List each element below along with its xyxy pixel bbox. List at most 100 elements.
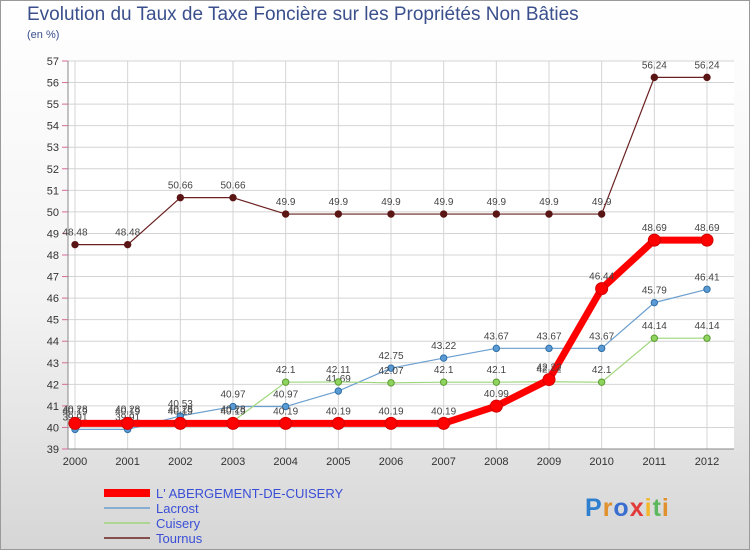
- data-label-abergement: 46.44: [589, 272, 614, 283]
- data-label-tournus: 49.9: [381, 197, 401, 208]
- x-tick-label: 2007: [431, 456, 455, 468]
- data-point-lacrost: [597, 344, 606, 353]
- data-label-lacrost: 40.53: [168, 399, 193, 410]
- data-point-tournus: [545, 210, 553, 218]
- data-label-cuisery: 42.11: [326, 365, 351, 376]
- logo-letter: x: [629, 494, 645, 522]
- data-point-abergement: [595, 282, 609, 296]
- data-label-cuisery: 40.28: [115, 404, 140, 415]
- logo-letter: o: [613, 494, 630, 522]
- data-label-abergement: 48.69: [694, 223, 719, 234]
- data-label-lacrost: 46.41: [694, 272, 719, 283]
- y-tick-label: 44: [47, 336, 59, 348]
- data-label-lacrost: 40.97: [273, 390, 298, 401]
- logo-letter: r: [602, 494, 614, 522]
- legend-label-tournus: Tournus: [156, 531, 203, 546]
- legend-item-cuisery: Cuisery: [104, 516, 201, 531]
- y-tick-label: 39: [47, 444, 59, 456]
- legend-item-tournus: Tournus: [104, 531, 203, 546]
- y-tick-label: 46: [47, 293, 59, 305]
- data-point-lacrost: [334, 387, 343, 395]
- x-tick-label: 2010: [589, 456, 613, 468]
- data-label-cuisery: 44.14: [694, 321, 719, 332]
- y-tick-label: 51: [47, 185, 59, 197]
- x-tick-label: 2000: [63, 456, 87, 468]
- data-label-abergement: 40.19: [220, 406, 245, 417]
- data-label-lacrost: 43.22: [431, 341, 456, 352]
- data-label-cuisery: 42.1: [592, 365, 612, 376]
- data-point-lacrost: [703, 285, 711, 293]
- data-point-cuisery: [703, 334, 711, 342]
- data-label-abergement: 40.19: [273, 406, 298, 417]
- y-tick-label: 54: [47, 121, 59, 133]
- data-point-tournus: [650, 73, 659, 82]
- data-point-abergement: [647, 233, 661, 247]
- series-lacrost: 39.9139.9140.5340.9740.9741.6942.7543.22…: [62, 272, 720, 434]
- x-tick-label: 2004: [273, 456, 297, 468]
- y-tick-label: 56: [47, 78, 59, 90]
- logo-letter: t: [652, 494, 662, 522]
- x-tick-label: 2001: [115, 456, 139, 468]
- data-point-tournus: [281, 210, 290, 218]
- y-tick-label: 47: [47, 272, 59, 284]
- legend-label-cuisery: Cuisery: [156, 516, 201, 531]
- data-label-lacrost: 43.67: [589, 331, 614, 342]
- data-label-lacrost: 40.97: [220, 390, 245, 401]
- x-tick-label: 2003: [221, 456, 245, 468]
- data-label-abergement: 40.19: [168, 406, 193, 417]
- data-label-abergement: 40.19: [62, 406, 87, 417]
- data-label-tournus: 49.9: [329, 197, 349, 208]
- x-tick-label: 2006: [379, 456, 403, 468]
- legend-item-lacrost: Lacrost: [104, 501, 199, 516]
- chart-title: Evolution du Taux de Taxe Foncière sur l…: [27, 4, 579, 25]
- data-label-abergement: 40.19: [326, 406, 351, 417]
- data-label-tournus: 48.48: [62, 228, 87, 239]
- data-point-abergement: [542, 373, 556, 387]
- data-point-cuisery: [650, 334, 659, 342]
- data-label-tournus: 49.9: [539, 197, 559, 208]
- y-tick-label: 43: [47, 358, 59, 370]
- data-point-abergement: [121, 416, 135, 430]
- y-tick-label: 50: [47, 207, 59, 219]
- data-point-lacrost: [229, 402, 237, 411]
- y-tick-label: 48: [47, 250, 59, 262]
- data-point-cuisery: [439, 378, 448, 386]
- data-label-cuisery: 40.28: [168, 404, 193, 415]
- y-tick-label: 40: [47, 422, 59, 434]
- data-label-abergement: 40.99: [484, 389, 509, 400]
- logo-letter: i: [644, 494, 653, 522]
- x-tick-label: 2002: [168, 456, 192, 468]
- data-point-tournus: [334, 210, 343, 218]
- data-point-abergement: [173, 416, 187, 430]
- series-abergement: 40.19 40.19 40.19 40.19 40.19 40.19 40.19 40.19…: [62, 223, 720, 430]
- proxiti-logo: Proxiti: [585, 494, 670, 523]
- data-label-cuisery: 40.28: [62, 404, 87, 415]
- y-tick-label: 45: [47, 315, 59, 327]
- data-point-tournus: [123, 240, 132, 249]
- data-label-lacrost: 45.79: [642, 286, 667, 297]
- data-point-lacrost: [545, 344, 553, 353]
- data-label-tournus: 48.48: [115, 228, 140, 239]
- legend-item-abergement: L' ABERGEMENT-DE-CUISERY: [104, 486, 344, 501]
- data-point-abergement: [331, 416, 345, 430]
- data-point-cuisery: [492, 378, 501, 386]
- data-label-tournus: 56.24: [642, 60, 667, 71]
- data-label-abergement: 48.69: [642, 223, 667, 234]
- x-tick-label: 2011: [643, 456, 667, 468]
- data-point-tournus: [71, 240, 79, 249]
- data-point-abergement: [226, 416, 240, 430]
- data-point-abergement: [279, 416, 293, 430]
- data-point-cuisery: [281, 378, 290, 386]
- data-label-tournus: 49.9: [487, 197, 507, 208]
- data-label-tournus: 49.9: [276, 197, 296, 208]
- data-label-abergement: 40.19: [115, 406, 140, 417]
- data-label-cuisery: 44.14: [642, 321, 667, 332]
- data-point-lacrost: [650, 298, 659, 307]
- data-label-cuisery: 40.28: [220, 404, 245, 415]
- data-point-cuisery: [387, 379, 395, 387]
- logo-letter: i: [661, 494, 670, 522]
- data-label-tournus: 49.9: [592, 197, 612, 208]
- data-point-abergement: [68, 416, 82, 430]
